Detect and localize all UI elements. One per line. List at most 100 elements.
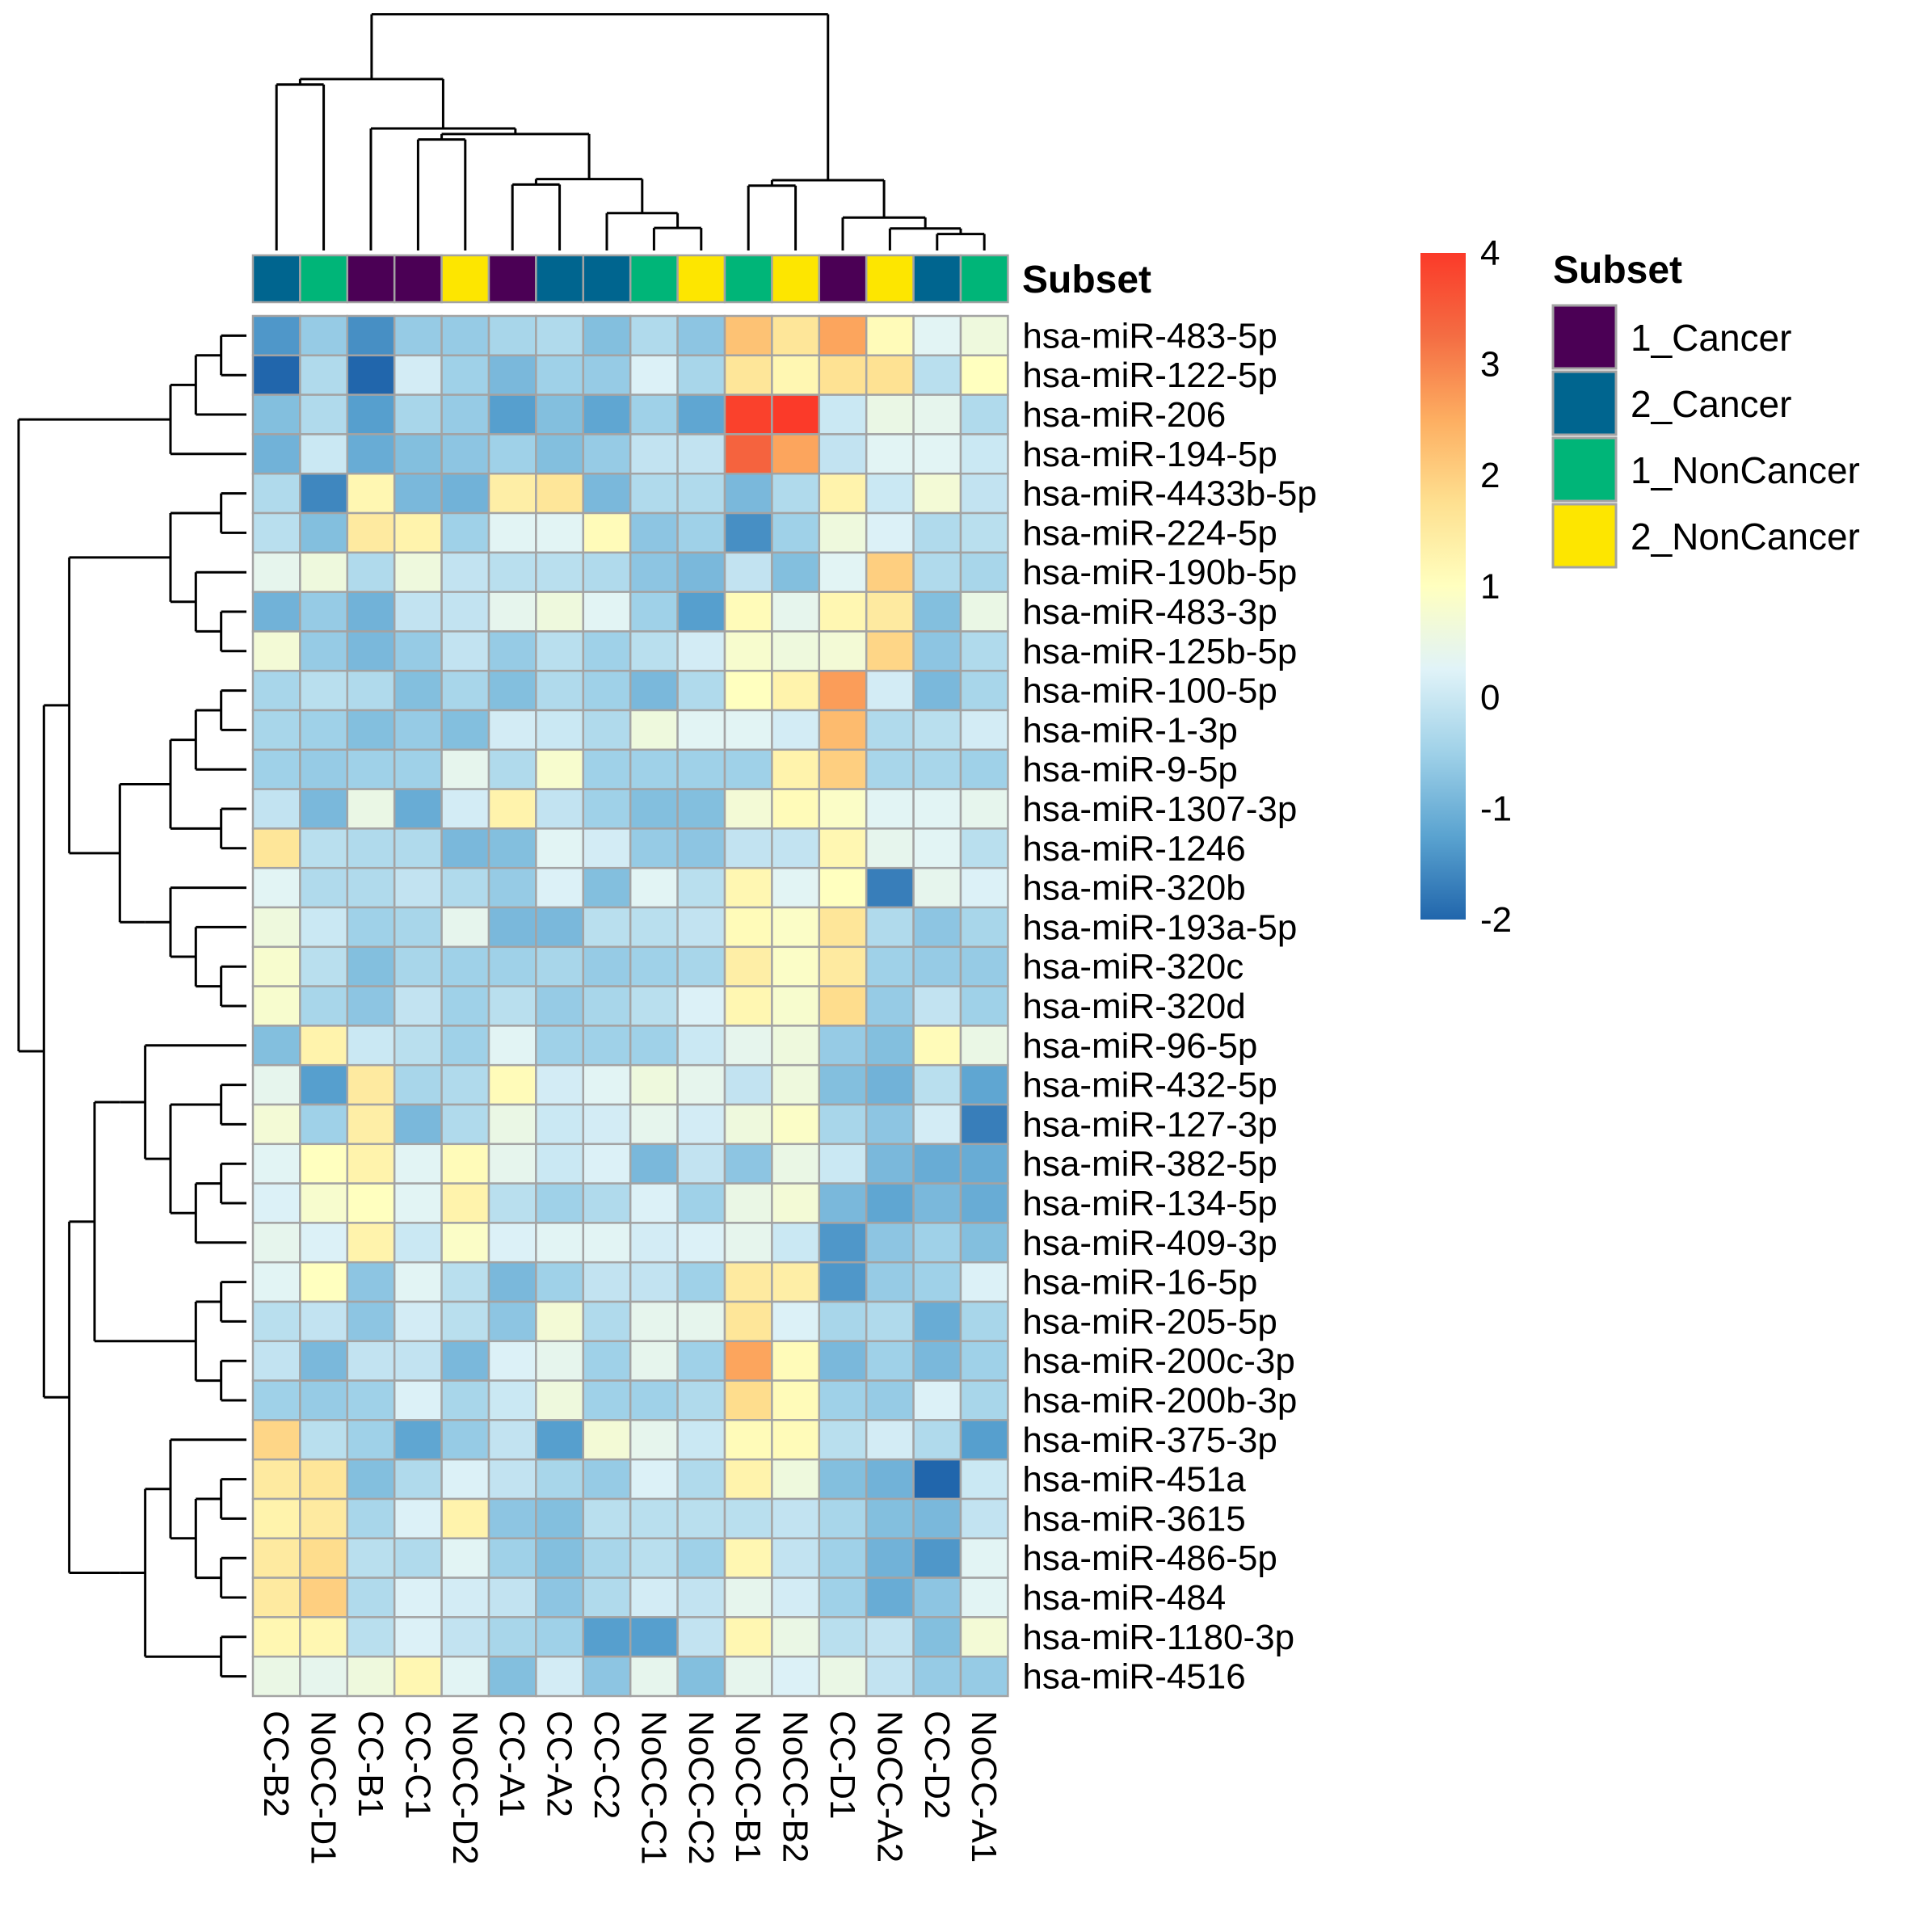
heatmap-cell <box>629 433 679 475</box>
heatmap-cell <box>629 1222 679 1264</box>
color-scale-tick: 0 <box>1480 678 1500 718</box>
heatmap-cell <box>535 1063 585 1106</box>
heatmap-cell <box>865 1616 915 1658</box>
heatmap-cell <box>440 1537 490 1579</box>
heatmap-cell <box>959 1655 1009 1698</box>
heatmap-cell <box>818 748 868 790</box>
heatmap-cell <box>865 1419 915 1461</box>
heatmap-cell <box>251 551 301 593</box>
heatmap-cell <box>865 433 915 475</box>
heatmap-cell <box>865 1537 915 1579</box>
heatmap-cell <box>771 1379 821 1421</box>
heatmap-cell <box>299 709 349 751</box>
heatmap-cell <box>440 1025 490 1067</box>
annotation-cell <box>723 254 773 304</box>
heatmap-cell <box>535 433 585 475</box>
column-label: CC-C2 <box>587 1711 626 1819</box>
heatmap-cell <box>251 1143 301 1185</box>
heatmap-cell <box>629 1182 679 1224</box>
heatmap-cell <box>440 1300 490 1343</box>
heatmap-cell <box>487 985 537 1027</box>
heatmap-cell <box>346 630 396 672</box>
heatmap-cell <box>912 669 962 712</box>
heatmap-cell <box>251 1103 301 1146</box>
heatmap-cell <box>676 1103 726 1146</box>
heatmap-cell <box>723 1537 773 1579</box>
heatmap-cell <box>251 1419 301 1461</box>
column-label: NoCC-B2 <box>776 1711 815 1863</box>
heatmap-cell <box>346 1379 396 1421</box>
heatmap-cell <box>959 1063 1009 1106</box>
color-scale-tick: 4 <box>1480 234 1500 273</box>
heatmap-cell <box>723 945 773 987</box>
row-label: hsa-miR-382-5p <box>1022 1144 1277 1184</box>
heatmap-cell <box>440 1497 490 1540</box>
heatmap-cell <box>299 669 349 712</box>
heatmap-cell <box>299 1103 349 1146</box>
heatmap-cell <box>535 866 585 909</box>
heatmap-cell <box>959 472 1009 515</box>
heatmap-cell <box>912 472 962 515</box>
row-label: hsa-miR-190b-5p <box>1022 553 1297 592</box>
subset-annotation-bar <box>251 254 1009 304</box>
heatmap-cell <box>629 394 679 436</box>
row-label: hsa-miR-100-5p <box>1022 671 1277 711</box>
heatmap-cell <box>487 1379 537 1421</box>
heatmap-cell <box>818 1143 868 1185</box>
heatmap-cell <box>346 1143 396 1185</box>
heatmap-cell <box>959 1300 1009 1343</box>
heatmap-cell <box>251 669 301 712</box>
heatmap-cell <box>865 1261 915 1303</box>
heatmap-cell <box>771 866 821 909</box>
heatmap-cell <box>771 591 821 633</box>
heatmap-cell <box>818 709 868 751</box>
heatmap-cell <box>629 906 679 949</box>
heatmap-cell <box>818 314 868 357</box>
heatmap-cell <box>440 788 490 830</box>
heatmap-cell <box>959 788 1009 830</box>
heatmap-cell <box>582 591 632 633</box>
heatmap-cell <box>912 1655 962 1698</box>
column-label: CC-C1 <box>398 1711 437 1819</box>
heatmap-cell <box>959 709 1009 751</box>
heatmap-cell <box>440 1655 490 1698</box>
heatmap-cell <box>582 1261 632 1303</box>
heatmap-cell <box>676 866 726 909</box>
heatmap-cell <box>299 1143 349 1185</box>
heatmap-cell <box>912 591 962 633</box>
heatmap-cell <box>818 1419 868 1461</box>
heatmap-cell <box>393 906 443 949</box>
heatmap-cell <box>818 866 868 909</box>
heatmap-cell <box>818 591 868 633</box>
heatmap-cell <box>959 354 1009 396</box>
heatmap-cell <box>440 985 490 1027</box>
heatmap-cell <box>629 472 679 515</box>
heatmap-cell <box>912 1063 962 1106</box>
heatmap-cell <box>629 1616 679 1658</box>
heatmap-cell <box>959 1103 1009 1146</box>
heatmap-cell <box>251 985 301 1027</box>
heatmap-cell <box>723 551 773 593</box>
heatmap-cell <box>440 472 490 515</box>
heatmap-cell <box>959 866 1009 909</box>
color-scale-tick: -2 <box>1480 900 1512 940</box>
heatmap-cell <box>912 1340 962 1382</box>
heatmap-cell <box>440 1419 490 1461</box>
heatmap-cell <box>723 1103 773 1146</box>
heatmap-cell <box>393 945 443 987</box>
heatmap-cell <box>959 1222 1009 1264</box>
heatmap-cell <box>535 630 585 672</box>
heatmap-cell <box>299 1261 349 1303</box>
heatmap-cell <box>912 1143 962 1185</box>
heatmap-cell <box>299 591 349 633</box>
heatmap-cell <box>771 1537 821 1579</box>
heatmap-cell <box>251 472 301 515</box>
heatmap-cell <box>535 511 585 554</box>
heatmap-cell <box>346 1616 396 1658</box>
heatmap-cell <box>818 985 868 1027</box>
annotation-cell <box>346 254 396 304</box>
heatmap-cell <box>487 1182 537 1224</box>
heatmap-cell <box>299 314 349 357</box>
heatmap-cell <box>865 1497 915 1540</box>
heatmap-cell <box>818 511 868 554</box>
